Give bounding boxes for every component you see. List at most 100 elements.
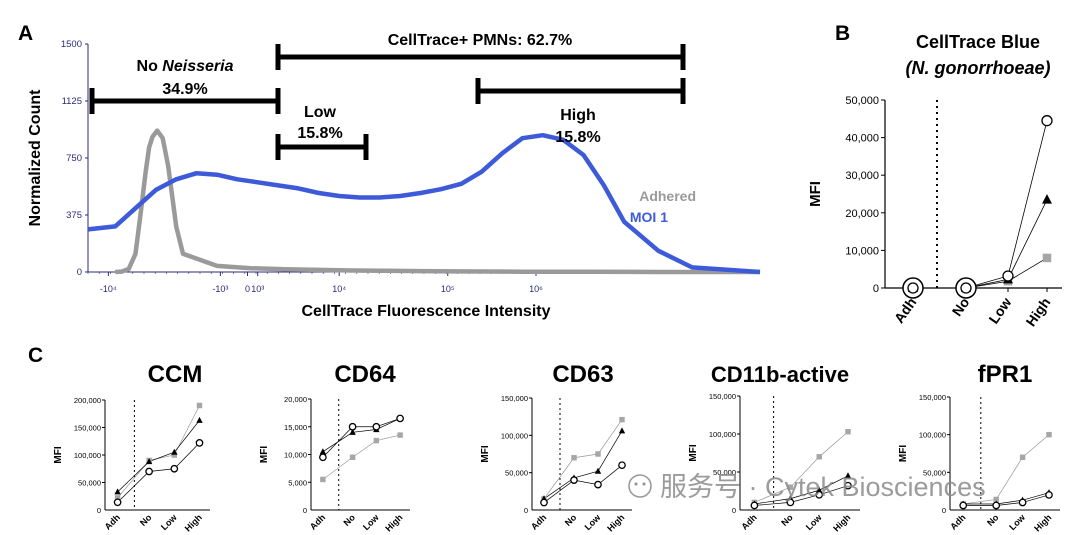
subpanel-cd11b-active: CD11b-active 0 50,000 100,000 150,000 MFI Adh N… (688, 362, 860, 534)
y-tick-label: 5,000 (288, 478, 307, 487)
subpanel-title: CD64 (334, 361, 396, 388)
y-tick-label: 150,000 (74, 424, 101, 433)
y-tick-label-zero: 0 (524, 506, 528, 515)
y-tick-label: 0 (77, 267, 82, 278)
gate-neisseria-italic: Neisseria (162, 58, 233, 75)
y-tick-label: 10,000 (284, 451, 307, 460)
data-point-circle (815, 490, 824, 499)
y-tick-label: 150,000 (501, 394, 528, 403)
x-tick-label: Low (804, 512, 825, 533)
data-point-square (571, 455, 577, 461)
y-axis-label: MFI (807, 181, 824, 207)
data-point-circle (618, 461, 626, 470)
y-tick-label: 100,000 (709, 430, 736, 439)
x-tick-label: Low (1007, 512, 1028, 533)
data-point-circle (195, 439, 204, 447)
x-tick-label: No (985, 512, 1001, 528)
series-line-circle (754, 485, 849, 506)
subpanel-ccm: CCM 0 50,000 100,000 150,000 200,000 MFI Adh No L… (53, 361, 210, 534)
x-tick-label: No (779, 512, 795, 528)
x-tick-label: 10⁵ (441, 284, 455, 294)
y-tick-label: 50,000 (923, 468, 946, 477)
gate-high-label: High (560, 107, 596, 124)
series-line-circle (543, 464, 623, 503)
y-axis-label: MFI (898, 445, 909, 462)
x-tick-label: No (563, 512, 579, 528)
y-tick-label: 375 (66, 210, 82, 221)
data-point-triangle (816, 486, 823, 493)
data-point-circle (348, 422, 357, 431)
data-point-circle (170, 464, 179, 473)
data-point-triangle (319, 448, 327, 455)
x-tick-label: Low (985, 294, 1014, 326)
x-tick-label: High (605, 512, 626, 533)
y-tick-label: 30,000 (845, 170, 879, 182)
x-tick-label: High (383, 512, 404, 533)
series-line-circle (322, 418, 401, 458)
x-tick-label: Low (361, 512, 382, 533)
x-tick-label: Adh (948, 512, 967, 531)
subpanel-title: fPR1 (978, 361, 1033, 388)
series-line-square (322, 434, 401, 480)
data-point-square (373, 437, 380, 444)
y-tick-label: 750 (66, 153, 82, 164)
data-point-square (619, 416, 625, 423)
data-point-circle (844, 481, 852, 490)
subpanel-fpr1: fPR1 0 50,000 100,000 150,000 MFI Adh No Low High (898, 361, 1060, 534)
y-tick-label-zero: 0 (303, 506, 307, 515)
data-point-square (787, 484, 794, 490)
data-point-circle (319, 453, 327, 462)
x-tick-label: 10⁴ (332, 284, 346, 294)
series-line-square (543, 419, 623, 500)
data-point-square (816, 454, 822, 460)
y-axis-label: MFI (688, 444, 699, 461)
gate-low-percent: 15.8% (297, 125, 342, 142)
data-point-circle (786, 498, 795, 507)
data-point-square (595, 451, 601, 457)
y-axis-label: MFI (53, 446, 64, 463)
y-tick-label: 20,000 (284, 395, 307, 404)
data-point-square (845, 429, 851, 435)
data-point-triangle (145, 458, 153, 465)
x-tick-label: Adh (103, 512, 122, 531)
y-tick-label: 50,000 (78, 479, 101, 488)
series-line-donor-circle (965, 120, 1048, 289)
data-point-circle (959, 501, 968, 510)
x-tick-label: Adh (308, 512, 327, 531)
data-point-donor-triangle (1042, 194, 1052, 204)
y-tick-label-zero: 0 (97, 506, 101, 515)
y-tick-label: 0 (873, 283, 879, 295)
y-tick-label: 50,000 (845, 95, 879, 107)
data-point-square (114, 495, 121, 501)
data-point-triangle (171, 448, 178, 455)
data-point-donor-circle (960, 282, 972, 294)
y-tick-label: 200,000 (74, 396, 101, 405)
x-tick-label: 10⁶ (529, 284, 543, 294)
data-point-donor-square (1042, 253, 1052, 263)
data-point-donor-circle (907, 282, 919, 294)
wechat-icon-eye (642, 482, 646, 486)
y-tick-label-zero: 0 (732, 506, 736, 515)
subpanel-cd64: CD64 0 5,000 10,000 15,000 20,000 MFI Adh No Low H… (259, 361, 410, 534)
x-tick-label: High (1032, 512, 1053, 533)
data-point-circle (594, 480, 602, 489)
y-tick-label: 15,000 (284, 423, 307, 432)
series-line-square (117, 405, 200, 499)
x-tick-label: Low (159, 512, 180, 533)
panel-c-label: C (28, 344, 43, 367)
gate-high-percent: 15.8% (555, 129, 600, 146)
x-tick-label: Adh (739, 512, 758, 531)
series-line-triangle (117, 420, 200, 493)
panel-b-title: CellTrace Blue (916, 32, 1040, 52)
data-point-triangle (594, 467, 602, 474)
wechat-icon-eye (634, 482, 638, 486)
subpanel-cd63: CD63 0 50,000 100,000 150,000 MFI Adh No Low High (480, 361, 632, 534)
data-point-donor-circle (1041, 115, 1053, 127)
x-tick-label: High (183, 512, 204, 533)
x-tick-label: Adh (891, 295, 920, 326)
data-point-circle (113, 498, 122, 507)
y-tick-label: 100,000 (74, 451, 101, 460)
legend-moi: MOI 1 (630, 209, 668, 225)
data-point-square (171, 452, 178, 458)
